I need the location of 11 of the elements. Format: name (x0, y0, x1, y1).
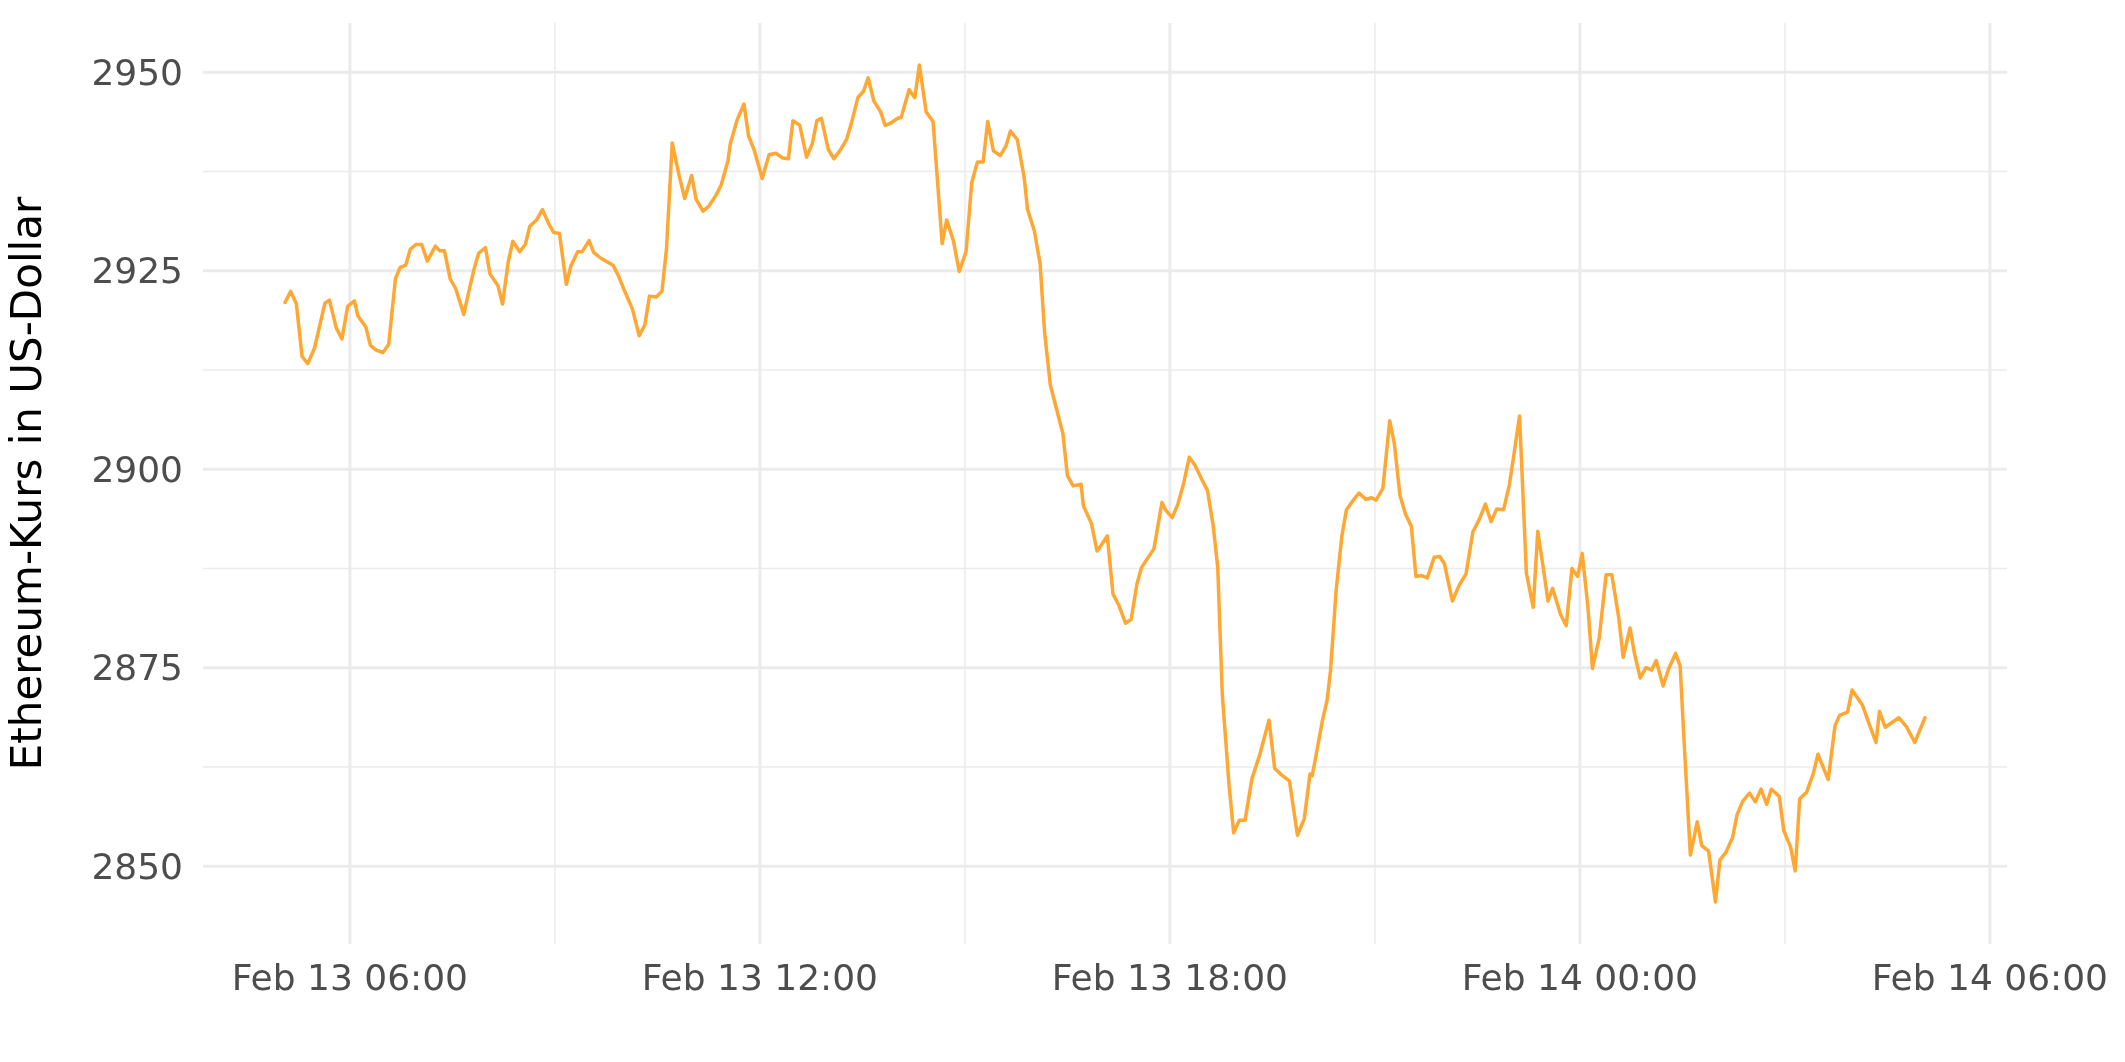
y-tick-label: 2900 (91, 448, 183, 490)
y-tick-label: 2950 (91, 52, 183, 94)
y-tick-label: 2850 (91, 845, 183, 887)
y-tick-label: 2925 (91, 250, 183, 292)
y-tick-label: 2875 (91, 647, 183, 689)
x-tick-label: Feb 13 12:00 (641, 956, 879, 998)
x-tick-label: Feb 13 06:00 (231, 956, 469, 998)
x-tick-label: Feb 14 00:00 (1461, 956, 1699, 998)
x-tick-label: Feb 13 18:00 (1051, 956, 1289, 998)
x-tick-label: Feb 14 06:00 (1871, 956, 2109, 998)
y-axis-title: Ethereum-Kurs in US-Dollar (1, 196, 51, 771)
